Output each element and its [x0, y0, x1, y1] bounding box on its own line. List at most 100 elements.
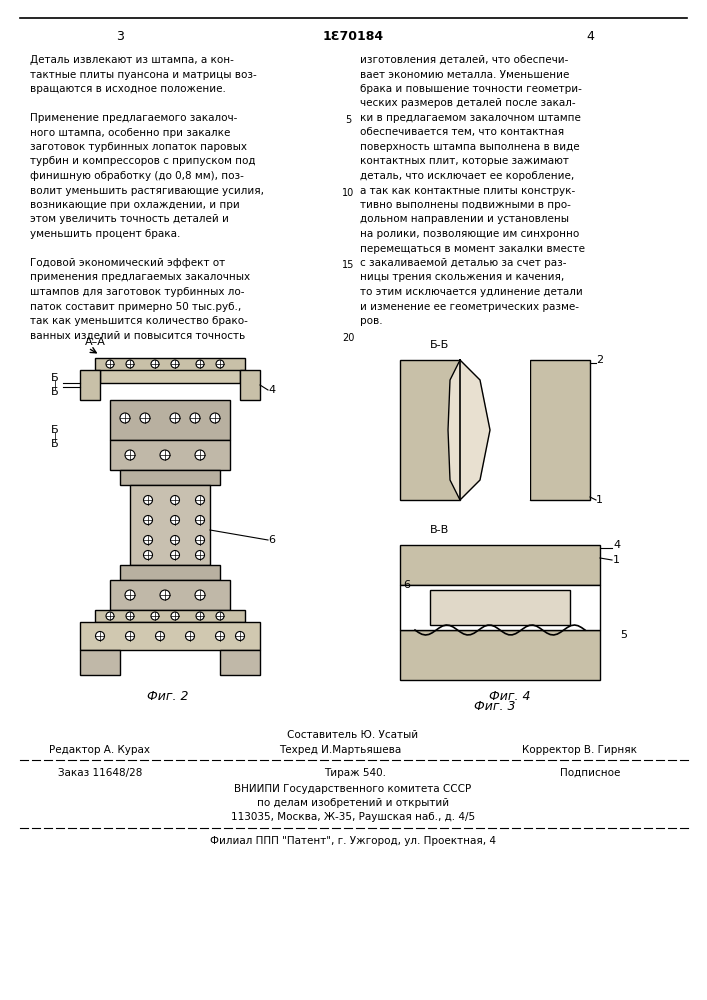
Circle shape: [216, 360, 224, 368]
Circle shape: [185, 632, 194, 641]
Circle shape: [171, 612, 179, 620]
Bar: [460, 360, 530, 500]
Circle shape: [196, 360, 204, 368]
Bar: [95, 358, 245, 370]
Circle shape: [126, 612, 134, 620]
Text: поверхность штампа выполнена в виде: поверхность штампа выполнена в виде: [360, 142, 580, 152]
Bar: [80, 650, 120, 675]
Circle shape: [120, 413, 130, 423]
Text: турбин и компрессоров с припуском под: турбин и компрессоров с припуском под: [30, 156, 255, 166]
Text: уменьшить процент брака.: уменьшить процент брака.: [30, 229, 180, 239]
Circle shape: [195, 450, 205, 460]
Circle shape: [195, 590, 205, 600]
Text: брака и повышение точности геометри-: брака и повышение точности геометри-: [360, 84, 582, 94]
Bar: [110, 440, 230, 470]
Text: 6: 6: [403, 580, 410, 590]
Bar: [430, 590, 570, 625]
Bar: [110, 400, 230, 440]
Text: Фиг. 4: Фиг. 4: [489, 690, 531, 703]
Text: дольном направлении и установлены: дольном направлении и установлены: [360, 215, 569, 225]
Text: 2: 2: [596, 355, 603, 365]
Bar: [110, 580, 230, 610]
Circle shape: [235, 632, 245, 641]
Text: А–А: А–А: [85, 337, 106, 347]
Text: волит уменьшить растягивающие усилия,: волит уменьшить растягивающие усилия,: [30, 186, 264, 196]
Circle shape: [170, 516, 180, 524]
Text: и изменение ее геометрических разме-: и изменение ее геометрических разме-: [360, 302, 579, 312]
Text: Фиг. 2: Фиг. 2: [147, 690, 189, 703]
Circle shape: [170, 550, 180, 560]
Text: на ролики, позволяющие им синхронно: на ролики, позволяющие им синхронно: [360, 229, 579, 239]
Circle shape: [170, 536, 180, 544]
Text: обеспечивается тем, что контактная: обеспечивается тем, что контактная: [360, 127, 564, 137]
Text: 5: 5: [620, 630, 627, 640]
Text: Филиал ППП "Патент", г. Ужгород, ул. Проектная, 4: Филиал ППП "Патент", г. Ужгород, ул. Про…: [210, 836, 496, 846]
Circle shape: [151, 612, 159, 620]
Text: В-В: В-В: [430, 525, 449, 535]
Text: ров.: ров.: [360, 316, 382, 326]
Circle shape: [160, 590, 170, 600]
Circle shape: [196, 550, 204, 560]
Circle shape: [106, 360, 114, 368]
Bar: [400, 360, 460, 500]
Circle shape: [126, 632, 134, 641]
Text: 1: 1: [613, 555, 620, 565]
Text: 4: 4: [613, 540, 620, 550]
Circle shape: [216, 612, 224, 620]
Text: вращаются в исходное положение.: вращаются в исходное положение.: [30, 84, 226, 94]
Bar: [220, 650, 260, 675]
Text: 4: 4: [586, 30, 594, 43]
Text: Деталь извлекают из штампа, а кон-: Деталь извлекают из штампа, а кон-: [30, 55, 234, 65]
Text: Составитель Ю. Усатый: Составитель Ю. Усатый: [288, 730, 419, 740]
Text: ки в предлагаемом закалочном штампе: ки в предлагаемом закалочном штампе: [360, 113, 581, 123]
Text: |: |: [54, 380, 57, 389]
Circle shape: [144, 550, 153, 560]
Text: ницы трения скольжения и качения,: ницы трения скольжения и качения,: [360, 272, 564, 282]
Circle shape: [196, 495, 204, 504]
Circle shape: [160, 450, 170, 460]
Bar: [130, 485, 210, 565]
Polygon shape: [448, 360, 490, 500]
Bar: [400, 585, 600, 630]
Text: заготовок турбинных лопаток паровых: заготовок турбинных лопаток паровых: [30, 142, 247, 152]
Text: так как уменьшится количество брако-: так как уменьшится количество брако-: [30, 316, 248, 326]
Text: финишную обработку (до 0,8 мм), поз-: финишную обработку (до 0,8 мм), поз-: [30, 171, 244, 181]
Text: Б: Б: [51, 387, 59, 397]
Bar: [400, 630, 600, 680]
Text: Б: Б: [51, 439, 59, 449]
Circle shape: [196, 516, 204, 524]
Bar: [120, 470, 220, 485]
Circle shape: [170, 495, 180, 504]
Text: с закаливаемой деталью за счет раз-: с закаливаемой деталью за счет раз-: [360, 258, 566, 268]
Text: вает экономию металла. Уменьшение: вает экономию металла. Уменьшение: [360, 70, 569, 80]
Text: 20: 20: [341, 333, 354, 343]
Text: тактные плиты пуансона и матрицы воз-: тактные плиты пуансона и матрицы воз-: [30, 70, 257, 80]
Text: 4: 4: [268, 385, 275, 395]
Text: Б: Б: [51, 425, 59, 435]
Bar: [100, 365, 240, 383]
Text: этом увеличить точность деталей и: этом увеличить точность деталей и: [30, 215, 229, 225]
Text: Фиг. 3: Фиг. 3: [474, 700, 515, 713]
Circle shape: [126, 360, 134, 368]
Text: перемещаться в момент закалки вместе: перемещаться в момент закалки вместе: [360, 243, 585, 253]
Circle shape: [210, 413, 220, 423]
Bar: [120, 565, 220, 580]
Circle shape: [95, 632, 105, 641]
Text: Заказ 11648/28: Заказ 11648/28: [58, 768, 142, 778]
Circle shape: [171, 360, 179, 368]
Text: 10: 10: [342, 188, 354, 198]
Bar: [400, 545, 600, 585]
Text: контактных плит, которые зажимают: контактных плит, которые зажимают: [360, 156, 569, 166]
Circle shape: [144, 536, 153, 544]
Text: |: |: [54, 432, 57, 442]
Circle shape: [106, 612, 114, 620]
Text: ВНИИПИ Государственного комитета СССР: ВНИИПИ Государственного комитета СССР: [235, 784, 472, 794]
Bar: [80, 622, 260, 650]
Circle shape: [190, 413, 200, 423]
Circle shape: [170, 413, 180, 423]
Circle shape: [144, 516, 153, 524]
Circle shape: [216, 632, 225, 641]
Text: возникающие при охлаждении, и при: возникающие при охлаждении, и при: [30, 200, 240, 210]
Text: Б: Б: [51, 373, 59, 383]
Text: применения предлагаемых закалочных: применения предлагаемых закалочных: [30, 272, 250, 282]
